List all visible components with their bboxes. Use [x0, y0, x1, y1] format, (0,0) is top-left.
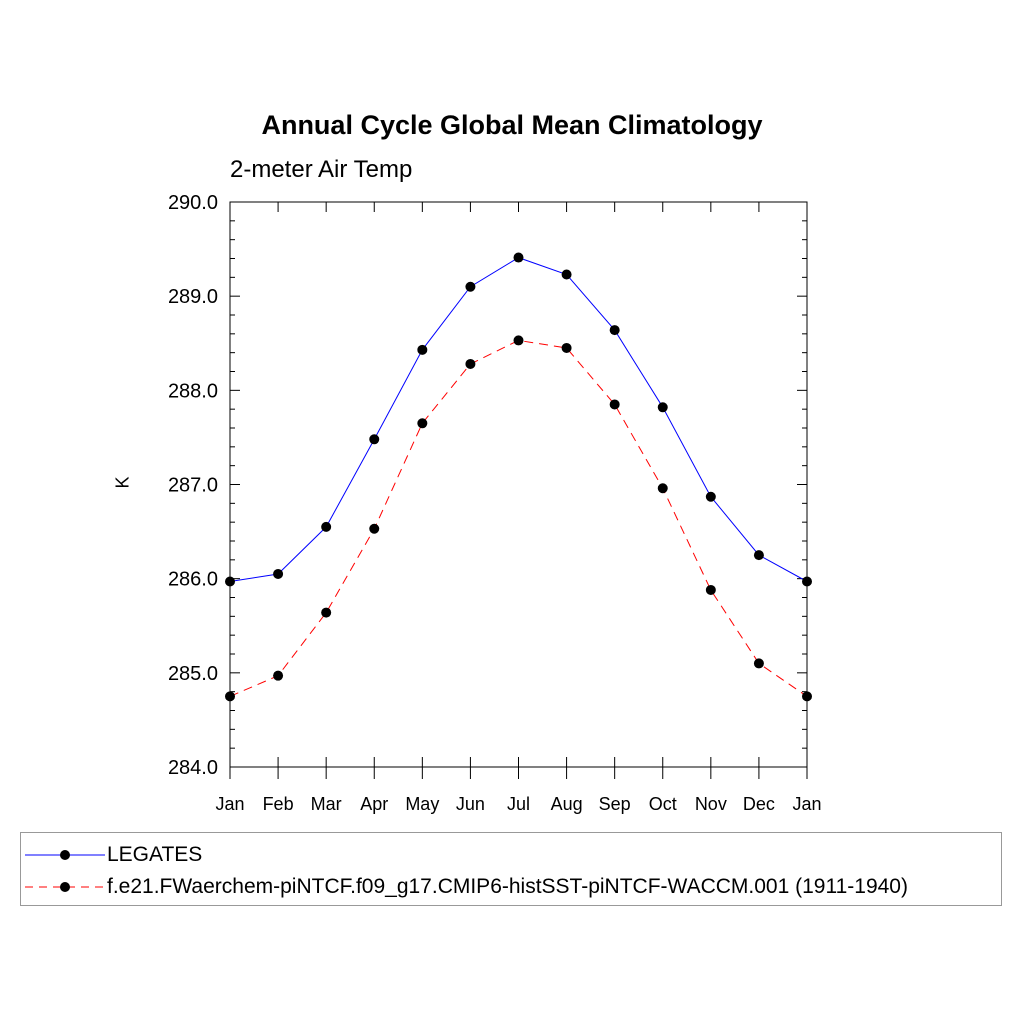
data-point-series-0	[273, 568, 284, 579]
data-point-series-1	[705, 584, 716, 595]
data-point-series-0	[225, 576, 235, 587]
axis-ticks	[229, 201, 808, 779]
plot-frame	[229, 201, 808, 768]
legend-swatch-legates	[25, 850, 105, 860]
data-point-series-1	[753, 658, 764, 669]
y-tick-label: 287.0	[168, 475, 218, 497]
data-point-series-0	[609, 325, 620, 336]
data-point-series-0	[465, 281, 476, 292]
x-tick-label: Feb	[263, 794, 294, 814]
data-point-series-1	[369, 523, 380, 534]
x-tick-label: Jun	[456, 794, 485, 814]
x-tick-label: Nov	[695, 794, 727, 814]
x-tick-label: Oct	[649, 794, 677, 814]
series-points	[225, 252, 812, 702]
data-point-series-1	[225, 691, 235, 702]
data-point-series-1	[273, 670, 284, 681]
legend-swatch-model	[25, 882, 105, 892]
x-tick-label: Jan	[792, 794, 821, 814]
data-point-series-1	[465, 358, 476, 369]
data-point-series-1	[321, 607, 332, 618]
y-axis-label: K	[112, 476, 133, 489]
data-point-series-0	[753, 550, 764, 561]
data-point-series-1	[417, 418, 428, 429]
legend-label-legates: LEGATES	[107, 843, 203, 866]
x-tick-label: Dec	[743, 794, 775, 814]
data-point-series-0	[657, 402, 668, 413]
series-line-0	[229, 257, 808, 582]
x-tick-label: Jul	[507, 794, 530, 814]
tick-labels: 284.0 285.0 286.0 287.0 288.0 289.0 290.0 Jan Fe…	[168, 192, 822, 814]
data-point-series-1	[561, 342, 572, 353]
y-tick-label: 286.0	[168, 569, 218, 591]
legend-item-model: f.e21.FWaerchem-piNTCF.f09_g17.CMIP6-his…	[21, 873, 1001, 903]
data-point-series-0	[705, 491, 716, 502]
y-tick-label: 290.0	[168, 192, 218, 214]
x-tick-label: Apr	[360, 794, 388, 814]
x-tick-label: May	[405, 794, 439, 814]
data-point-series-0	[802, 576, 812, 587]
legend-label-model: f.e21.FWaerchem-piNTCF.f09_g17.CMIP6-his…	[107, 875, 908, 898]
legend: LEGATES f.e21.FWaerchem-piNTCF.f09_g17.C…	[20, 832, 1002, 906]
data-point-series-0	[417, 344, 428, 355]
data-point-series-1	[802, 691, 812, 702]
chart-title: Annual Cycle Global Mean Climatology	[261, 110, 763, 140]
y-tick-label: 284.0	[168, 757, 218, 779]
data-point-series-0	[321, 521, 332, 532]
legend-item-legates: LEGATES	[21, 841, 1001, 871]
x-tick-label: Sep	[599, 794, 631, 814]
x-tick-label: Jan	[215, 794, 244, 814]
data-point-series-0	[513, 252, 524, 263]
data-point-series-1	[609, 399, 620, 410]
x-tick-label: Aug	[551, 794, 583, 814]
y-tick-label: 289.0	[168, 286, 218, 308]
y-tick-label: 288.0	[168, 380, 218, 402]
data-point-series-0	[369, 434, 380, 445]
data-point-series-0	[561, 269, 572, 280]
x-tick-label: Mar	[311, 794, 342, 814]
data-point-series-1	[657, 483, 668, 494]
data-point-series-1	[513, 335, 524, 346]
series-lines	[229, 257, 808, 697]
y-tick-label: 285.0	[168, 663, 218, 685]
chart-subtitle: 2-meter Air Temp	[230, 156, 413, 183]
series-line-1	[229, 339, 808, 697]
